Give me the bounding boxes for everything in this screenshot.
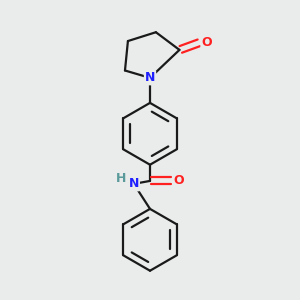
Text: N: N: [129, 177, 139, 190]
Text: N: N: [145, 71, 155, 84]
Text: O: O: [201, 36, 212, 49]
Text: O: O: [173, 174, 184, 188]
Text: H: H: [116, 172, 127, 185]
